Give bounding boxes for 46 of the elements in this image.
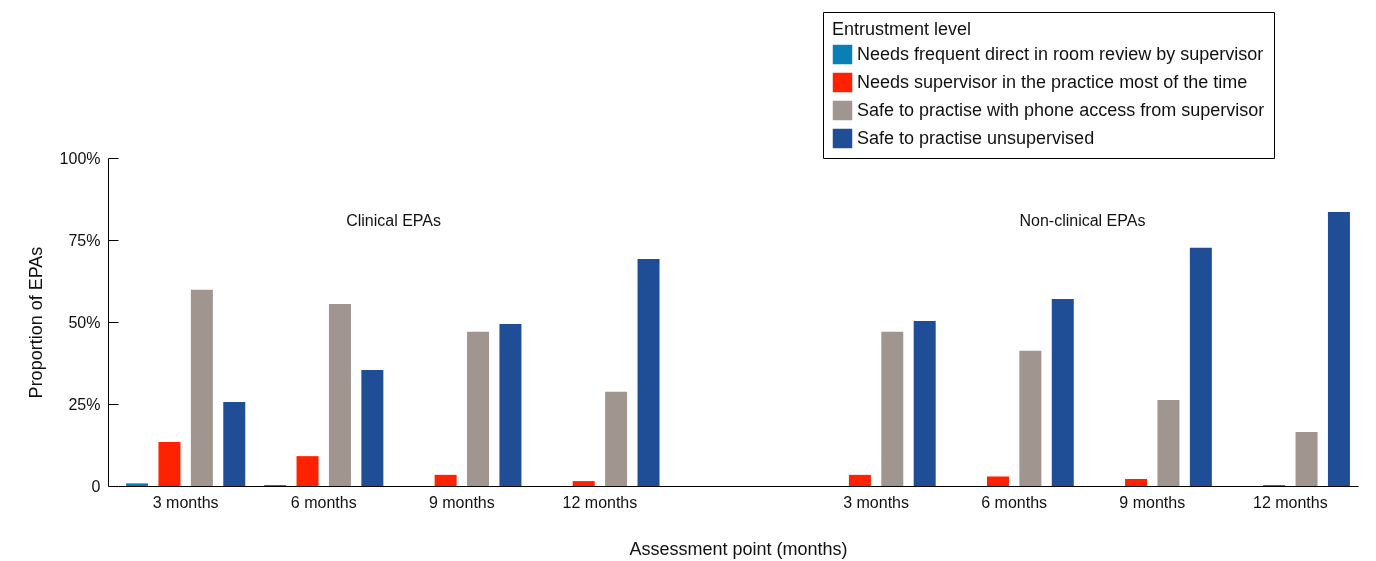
bar: [881, 331, 904, 486]
x-axis-title: Assessment point (months): [629, 538, 848, 559]
y-axis-title: Proportion of EPAs: [25, 246, 46, 399]
y-tick-label: 25%: [68, 395, 101, 413]
x-tick-label: 12 months: [1252, 493, 1328, 511]
bar: [361, 369, 384, 486]
bar: [1125, 479, 1148, 486]
bar: [158, 442, 181, 486]
bar: [1295, 431, 1318, 486]
bar: [499, 323, 522, 486]
legend-title: Entrustment level: [832, 19, 972, 39]
legend-label: Needs frequent direct in room review by supervisor: [857, 43, 1264, 64]
bar: [223, 402, 246, 486]
bar: [126, 483, 149, 486]
bar: [848, 474, 871, 486]
bar: [328, 303, 351, 486]
bar: [1189, 247, 1212, 486]
x-tick-label: 6 months: [981, 493, 1048, 511]
bar: [467, 331, 490, 486]
legend-label: Needs supervisor in the practice most of the time: [857, 71, 1248, 92]
y-tick-label: 100%: [59, 149, 101, 167]
legend-label: Safe to practise with phone access from supervisor: [857, 99, 1265, 120]
bar: [190, 289, 213, 486]
bar: [296, 456, 319, 486]
y-tick-label: 75%: [68, 231, 101, 249]
x-tick-label: 12 months: [562, 493, 638, 511]
bar: [637, 259, 660, 486]
legend-label: Safe to practise unsupervised: [857, 127, 1095, 148]
bar: [572, 481, 595, 486]
annotation: Clinical EPAs: [346, 212, 441, 229]
x-tick-label: 6 months: [290, 493, 357, 511]
bar: [1157, 400, 1180, 486]
x-tick-label: 3 months: [152, 493, 219, 511]
bar: [1327, 212, 1350, 486]
bar: [605, 391, 628, 486]
x-tick-label: 9 months: [1119, 493, 1186, 511]
annotation: Non-clinical EPAs: [1019, 212, 1146, 229]
bar: [434, 474, 457, 486]
bar: [986, 476, 1009, 486]
y-tick-label: 50%: [68, 313, 101, 331]
bar: [1019, 350, 1042, 486]
x-tick-label: 9 months: [428, 493, 495, 511]
bar: [1051, 299, 1074, 486]
bar: [913, 321, 936, 486]
x-tick-label: 3 months: [843, 493, 909, 511]
y-tick-label: 0: [91, 477, 101, 495]
